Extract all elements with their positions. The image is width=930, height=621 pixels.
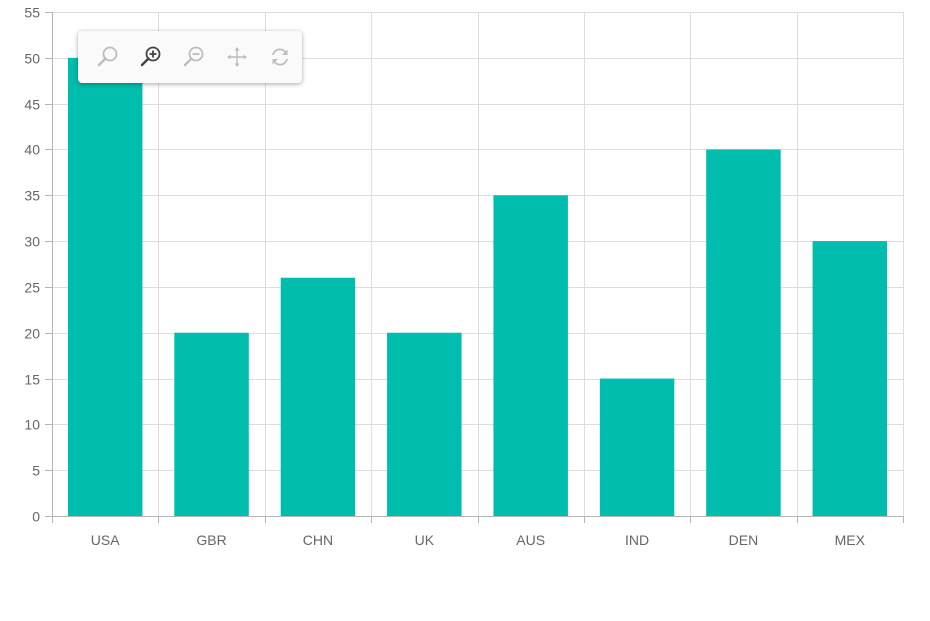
- reset-button[interactable]: [259, 35, 302, 79]
- bar-chn[interactable]: [280, 277, 356, 516]
- x-tick-label: MEX: [835, 532, 866, 548]
- pan-button[interactable]: [216, 35, 259, 79]
- zoom-in-icon: [140, 46, 161, 67]
- bars: [67, 57, 888, 517]
- y-tick-label: 25: [24, 280, 40, 296]
- y-tick-label: 20: [24, 326, 40, 342]
- y-tick-label: 10: [24, 417, 40, 433]
- tick-labels: 0 5 10 15 20 25 30 35 40 45 50 55 USA GBR CHN UK AUS IND D…: [24, 5, 865, 549]
- y-tick-label: 0: [32, 509, 40, 525]
- y-tick-label: 50: [24, 51, 40, 67]
- zoom-toolbar: [78, 31, 302, 83]
- zoom-out-button[interactable]: [172, 35, 215, 79]
- x-tick-label: AUS: [516, 532, 545, 548]
- y-tick-label: 15: [24, 372, 40, 388]
- bar-uk[interactable]: [387, 332, 462, 516]
- y-tick-label: 5: [32, 463, 40, 479]
- x-tick-label: GBR: [196, 532, 226, 548]
- bar-den[interactable]: [706, 149, 781, 517]
- bar-gbr[interactable]: [174, 332, 249, 516]
- y-tick-label: 55: [24, 5, 40, 21]
- y-tick-label: 30: [24, 234, 40, 250]
- bar-usa[interactable]: [67, 57, 143, 517]
- zoom-out-icon: [183, 46, 204, 67]
- pan-icon: [227, 47, 248, 67]
- reset-icon: [272, 48, 289, 66]
- y-tick-label: 40: [24, 142, 40, 158]
- zoom-in-button[interactable]: [129, 35, 172, 79]
- zoom-icon: [97, 46, 117, 67]
- x-tick-label: DEN: [729, 532, 759, 548]
- bar-mex[interactable]: [812, 241, 888, 516]
- zoom-button[interactable]: [86, 35, 129, 79]
- x-tick-label: CHN: [303, 532, 333, 548]
- axes: [45, 12, 904, 523]
- y-tick-label: 35: [24, 188, 40, 204]
- x-tick-label: UK: [415, 532, 435, 548]
- x-tick-label: IND: [625, 532, 649, 548]
- y-tick-label: 45: [24, 97, 40, 113]
- x-tick-label: USA: [91, 532, 120, 548]
- bar-aus[interactable]: [493, 195, 568, 517]
- bar-ind[interactable]: [599, 378, 675, 516]
